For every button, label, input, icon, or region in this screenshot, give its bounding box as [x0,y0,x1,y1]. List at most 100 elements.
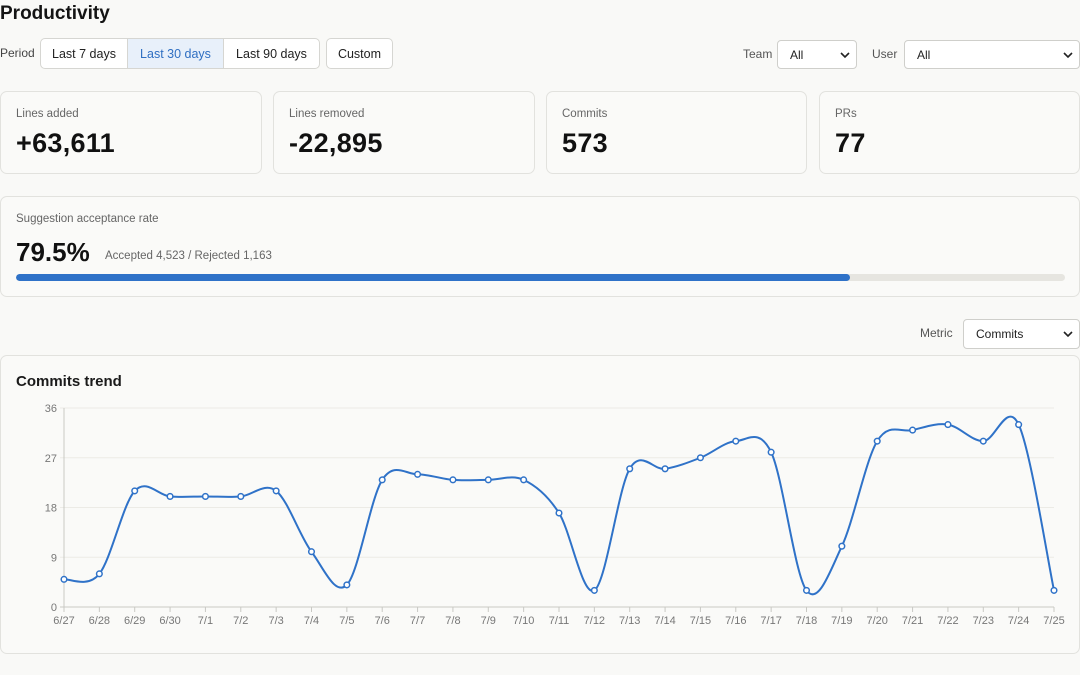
data-point [979,437,987,445]
x-tick-label: 7/11 [549,615,570,627]
data-point [378,476,386,484]
team-select[interactable]: All [777,40,857,69]
stat-card-lines-removed: Lines removed -22,895 [273,91,535,174]
data-point [767,448,775,456]
commits-trend-chart: 0 9 18 27 36 6/27 6/28 6/29 6/30 7/1 7/2 7/3 7/4 7/5 7… [45,403,1065,627]
stat-value: 77 [835,128,866,158]
x-tick-label: 7/20 [867,615,888,627]
y-tick-label: 36 [45,403,57,415]
data-point [838,542,846,550]
period-last-7-days-button[interactable]: Last 7 days [41,39,128,68]
data-point [944,421,952,429]
data-point [484,476,492,484]
x-tick-label: 7/22 [937,615,958,627]
x-tick-label: 7/24 [1008,615,1029,627]
data-point [414,470,422,478]
x-tick-label: 7/2 [233,615,248,627]
suggestion-detail: Accepted 4,523 / Rejected 1,163 [105,250,272,262]
y-tick-label: 0 [51,602,57,614]
data-point [1050,586,1058,594]
x-tick-label: 7/23 [973,615,994,627]
stat-value: +63,611 [16,128,115,158]
period-segmented-control: Last 7 days Last 30 days Last 90 days [40,38,320,69]
y-tick-label: 27 [45,453,57,465]
period-last-30-days-button[interactable]: Last 30 days [128,39,224,68]
suggestion-rate-value: 79.5% [16,237,90,267]
x-tick-label: 6/29 [124,615,145,627]
data-point [449,476,457,484]
custom-period-button[interactable]: Custom [326,38,393,69]
x-tick-label: 6/28 [89,615,110,627]
data-point [60,575,68,583]
acceptance-progress-bar [16,274,1065,281]
page-title: Productivity [0,3,110,24]
acceptance-progress-fill [16,274,850,281]
data-point [909,426,917,434]
data-point [237,492,245,500]
metric-select-value: Commits [976,327,1024,341]
chart-title: Commits trend [16,373,122,390]
data-point [131,487,139,495]
metric-label: Metric [920,326,953,340]
user-select-value: All [917,47,931,62]
stat-value: 573 [562,128,608,158]
stat-label: Lines added [16,108,79,120]
stat-label: Lines removed [289,108,365,120]
x-tick-label: 7/9 [481,615,496,627]
data-point [95,570,103,578]
x-tick-label: 7/13 [619,615,640,627]
team-filter-label: Team [743,47,773,61]
suggestion-acceptance-card: Suggestion acceptance rate 79.5% Accepte… [0,196,1080,297]
data-point [590,586,598,594]
y-tick-label: 9 [51,552,57,564]
x-tick-label: 7/1 [198,615,213,627]
data-point [873,437,881,445]
x-tick-label: 7/17 [760,615,781,627]
suggestion-label: Suggestion acceptance rate [16,213,159,225]
x-tick-label: 7/5 [339,615,354,627]
data-point [802,586,811,594]
data-point [626,465,634,473]
x-tick-label: 6/30 [159,615,180,627]
chevron-down-icon [1063,331,1073,338]
data-point [520,476,528,484]
period-last-90-days-button[interactable]: Last 90 days [236,46,307,61]
x-tick-label: 7/16 [725,615,746,627]
data-point [696,454,704,462]
x-tick-label: 7/7 [410,615,425,627]
x-tick-label: 7/12 [584,615,605,627]
period-label: Period [0,46,35,60]
x-tick-label: 7/18 [796,615,817,627]
stat-label: Commits [562,108,608,120]
stat-card-prs: PRs 77 [819,91,1080,174]
data-point [201,492,209,500]
stat-card-commits: Commits 573 [546,91,807,174]
x-tick-label: 7/8 [445,615,460,627]
data-point [661,465,669,473]
metric-select[interactable]: Commits [963,319,1080,349]
commits-trend-card: Commits trend 0 9 18 27 36 6/27 6/28 6/29 6/30 7/… [0,355,1080,654]
x-tick-label: 7/10 [513,615,534,627]
team-select-value: All [790,47,804,62]
x-tick-label: 7/21 [902,615,923,627]
stat-label: PRs [835,108,857,120]
user-filter-label: User [872,47,898,61]
chevron-down-icon [840,52,850,59]
x-tick-label: 7/14 [654,615,675,627]
data-point [1015,421,1023,429]
x-tick-label: 7/4 [304,615,319,627]
series-line-commits [63,415,1055,596]
stat-card-lines-added: Lines added +63,611 [0,91,262,174]
data-point [272,487,280,495]
y-tick-label: 18 [45,503,57,515]
x-tick-label: 7/6 [375,615,390,627]
stat-value: -22,895 [289,128,383,158]
data-point [555,509,563,517]
data-point [732,437,740,445]
data-point [307,548,316,556]
x-tick-label: 7/19 [831,615,852,627]
user-select[interactable]: All [904,40,1080,69]
data-point [343,581,351,589]
x-tick-label: 7/15 [690,615,711,627]
x-tick-label: 7/3 [268,615,283,627]
